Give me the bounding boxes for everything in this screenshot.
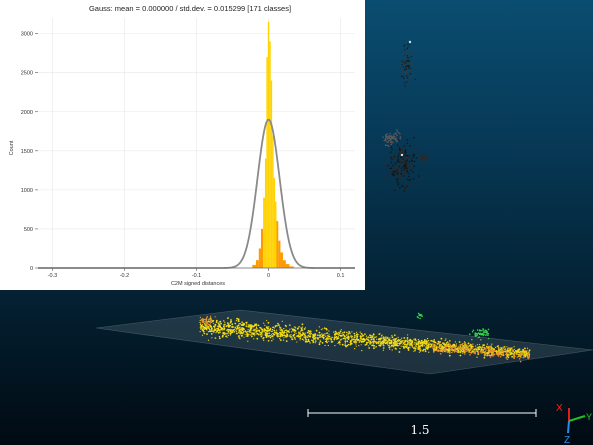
x-tick-label: 0.1 <box>337 273 345 279</box>
y-tick-label: 3000 <box>21 32 33 38</box>
histogram-bar <box>266 57 268 268</box>
y-axis-title: Count <box>9 140 15 155</box>
chart-axes <box>35 33 355 271</box>
point-cloud-building <box>382 40 429 192</box>
histogram-bar <box>276 221 279 268</box>
ground-plane <box>95 309 593 375</box>
z-axis-label: Z <box>564 435 570 445</box>
x-tick-label: -0.3 <box>48 273 57 279</box>
axis-gizmo[interactable]: X Y Z <box>556 403 592 445</box>
chart-title: Gauss: mean = 0.000000 / std.dev. = 0.01… <box>89 4 291 13</box>
scale-bar-label: 1.5 <box>410 423 430 437</box>
histogram-bar <box>275 201 277 268</box>
histogram-bars <box>252 21 294 268</box>
x-tick-label: -0.1 <box>192 273 201 279</box>
histogram-bar <box>264 158 267 268</box>
y-tick-label: 1500 <box>21 149 33 155</box>
chart-grid <box>38 18 355 269</box>
histogram-bar <box>282 260 286 268</box>
histogram-bar <box>258 248 261 268</box>
y-tick-label: 2500 <box>21 71 33 77</box>
histogram-panel[interactable]: Gauss: mean = 0.000000 / std.dev. = 0.01… <box>0 0 365 290</box>
histogram-bar <box>252 264 256 268</box>
x-tick-label: 0 <box>267 273 270 279</box>
z-axis-arrow <box>567 420 570 434</box>
histogram-bar <box>267 21 270 268</box>
histogram-bar <box>263 197 265 268</box>
x-tick-label: -0.2 <box>120 273 129 279</box>
histogram-bar <box>270 80 273 268</box>
histogram-bar <box>289 266 294 268</box>
y-axis-arrow <box>568 415 586 422</box>
histogram-bar <box>272 135 274 268</box>
y-axis-label: Y <box>586 412 592 422</box>
histogram-bar <box>285 264 290 268</box>
histogram-bar <box>273 178 276 268</box>
histogram-bar <box>260 228 264 268</box>
y-tick-label: 500 <box>24 227 33 233</box>
chart-tick-labels: -0.3 -0.2 -0.1 0 0.1 0 500 1000 1500 2000 2500 3000 <box>21 32 345 279</box>
histogram-bar <box>280 252 283 268</box>
histogram-chart: Gauss: mean = 0.000000 / std.dev. = 0.01… <box>9 4 355 287</box>
y-tick-label: 1000 <box>21 188 33 194</box>
y-tick-label: 2000 <box>21 110 33 116</box>
y-tick-label: 0 <box>30 266 33 272</box>
scale-bar <box>307 409 537 417</box>
x-axis-title: C2M signed distances <box>171 281 225 287</box>
histogram-bar <box>269 41 271 268</box>
histogram-bar <box>255 260 259 268</box>
x-axis-label: X <box>556 403 563 414</box>
point-cloud-edge <box>199 315 530 363</box>
point-cloud-outliers <box>416 312 490 341</box>
histogram-bar <box>278 240 281 268</box>
